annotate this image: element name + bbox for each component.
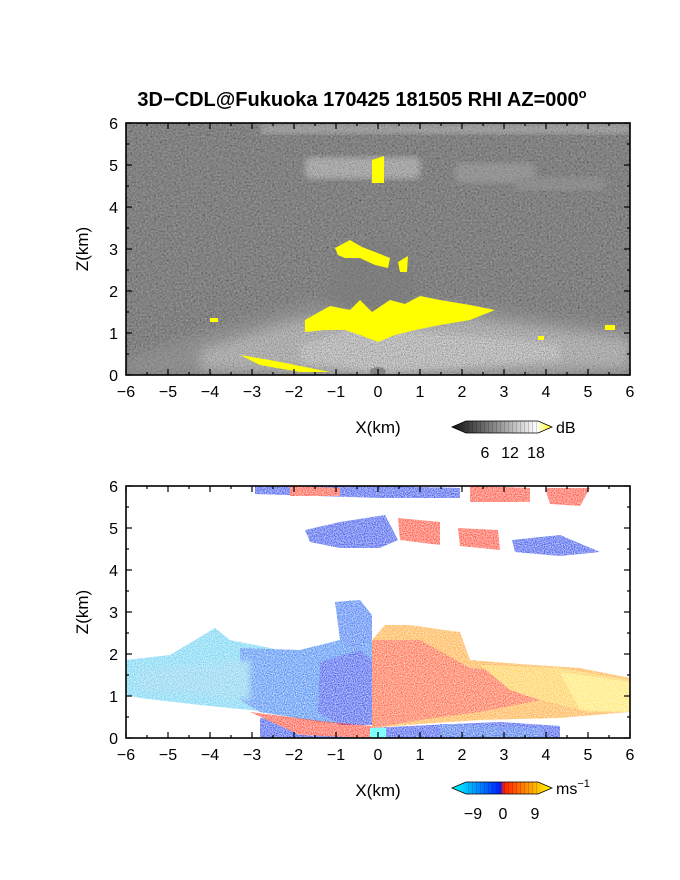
x-tick-label: −4 <box>201 384 219 401</box>
x-tick-label: −5 <box>159 747 177 764</box>
y-tick-label: 1 <box>109 689 118 706</box>
velocity-colorbar-tick: 9 <box>531 806 540 823</box>
x-tick-label: 2 <box>458 384 467 401</box>
x-tick-label: 5 <box>584 747 593 764</box>
reflectivity-strong-echo <box>210 156 615 372</box>
x-tick-label: 3 <box>500 747 509 764</box>
x-tick-label: 4 <box>542 384 551 401</box>
x-tick-label: 0 <box>374 747 383 764</box>
y-tick-label: 3 <box>109 242 118 259</box>
velocity-near-ground <box>250 712 560 738</box>
y-axis-label: Z(km) <box>73 227 92 271</box>
reflectivity-colorbar: dB 6 12 18 <box>450 420 576 462</box>
y-axis-label: Z(km) <box>73 590 92 634</box>
velocity-colorbar: ms−1 −9 0 9 <box>450 778 590 823</box>
x-tick-label: 4 <box>542 747 551 764</box>
x-axis-label: X(km) <box>355 418 400 437</box>
x-tick-label: 2 <box>458 747 467 764</box>
velocity-axes: −6 −5 −4 −3 −2 −1 0 1 2 3 4 5 6 0 1 2 3 4 5 6 X(km) Z(km) <box>73 479 635 800</box>
reflectivity-colorbar-tick: 18 <box>527 445 545 462</box>
reflectivity-axes: −6 −5 −4 −3 −2 −1 0 1 2 3 4 5 6 0 1 2 3 4 5 6 X(km) Z(km) <box>73 116 635 437</box>
x-tick-label: 5 <box>584 384 593 401</box>
x-tick-label: 1 <box>416 747 425 764</box>
x-tick-label: −1 <box>327 747 345 764</box>
x-tick-label: 1 <box>416 384 425 401</box>
velocity-colorbar-tick: 0 <box>499 806 508 823</box>
x-tick-label: −2 <box>285 384 303 401</box>
y-tick-label: 6 <box>109 479 118 496</box>
velocity-plot <box>126 486 630 738</box>
x-tick-label: 6 <box>626 384 635 401</box>
reflectivity-colorbar-tick: 6 <box>481 445 490 462</box>
reflectivity-colorbar-tick: 12 <box>501 445 519 462</box>
velocity-colorbar-unit: ms−1 <box>556 778 590 798</box>
x-tick-label: −2 <box>285 747 303 764</box>
x-tick-label: −1 <box>327 384 345 401</box>
y-tick-label: 0 <box>109 368 118 385</box>
velocity-upper-clouds <box>255 486 600 556</box>
y-tick-label: 3 <box>109 605 118 622</box>
x-tick-label: 6 <box>626 747 635 764</box>
y-tick-label: 5 <box>109 521 118 538</box>
x-tick-label: −3 <box>243 384 261 401</box>
velocity-outflow-left <box>126 600 372 725</box>
y-tick-label: 4 <box>109 200 118 217</box>
x-tick-label: −5 <box>159 384 177 401</box>
reflectivity-cloud-bands <box>260 124 630 191</box>
x-axis-label: X(km) <box>355 781 400 800</box>
y-tick-label: 5 <box>109 158 118 175</box>
velocity-colorbar-tick: −9 <box>464 806 482 823</box>
y-tick-label: 6 <box>109 116 118 133</box>
x-tick-label: 0 <box>374 384 383 401</box>
x-tick-label: 3 <box>500 384 509 401</box>
y-tick-label: 2 <box>109 647 118 664</box>
x-tick-label: −3 <box>243 747 261 764</box>
y-tick-label: 2 <box>109 284 118 301</box>
reflectivity-colorbar-unit: dB <box>556 420 576 437</box>
x-tick-label: −6 <box>117 384 135 401</box>
x-tick-label: −6 <box>117 747 135 764</box>
velocity-outflow-right <box>372 625 630 728</box>
x-tick-label: −4 <box>201 747 219 764</box>
y-tick-label: 4 <box>109 563 118 580</box>
reflectivity-plot <box>126 123 630 375</box>
figure-title: 3D−CDL@Fukuoka 170425 181505 RHI AZ=000o <box>137 86 586 111</box>
y-tick-label: 0 <box>109 731 118 748</box>
y-tick-label: 1 <box>109 326 118 343</box>
